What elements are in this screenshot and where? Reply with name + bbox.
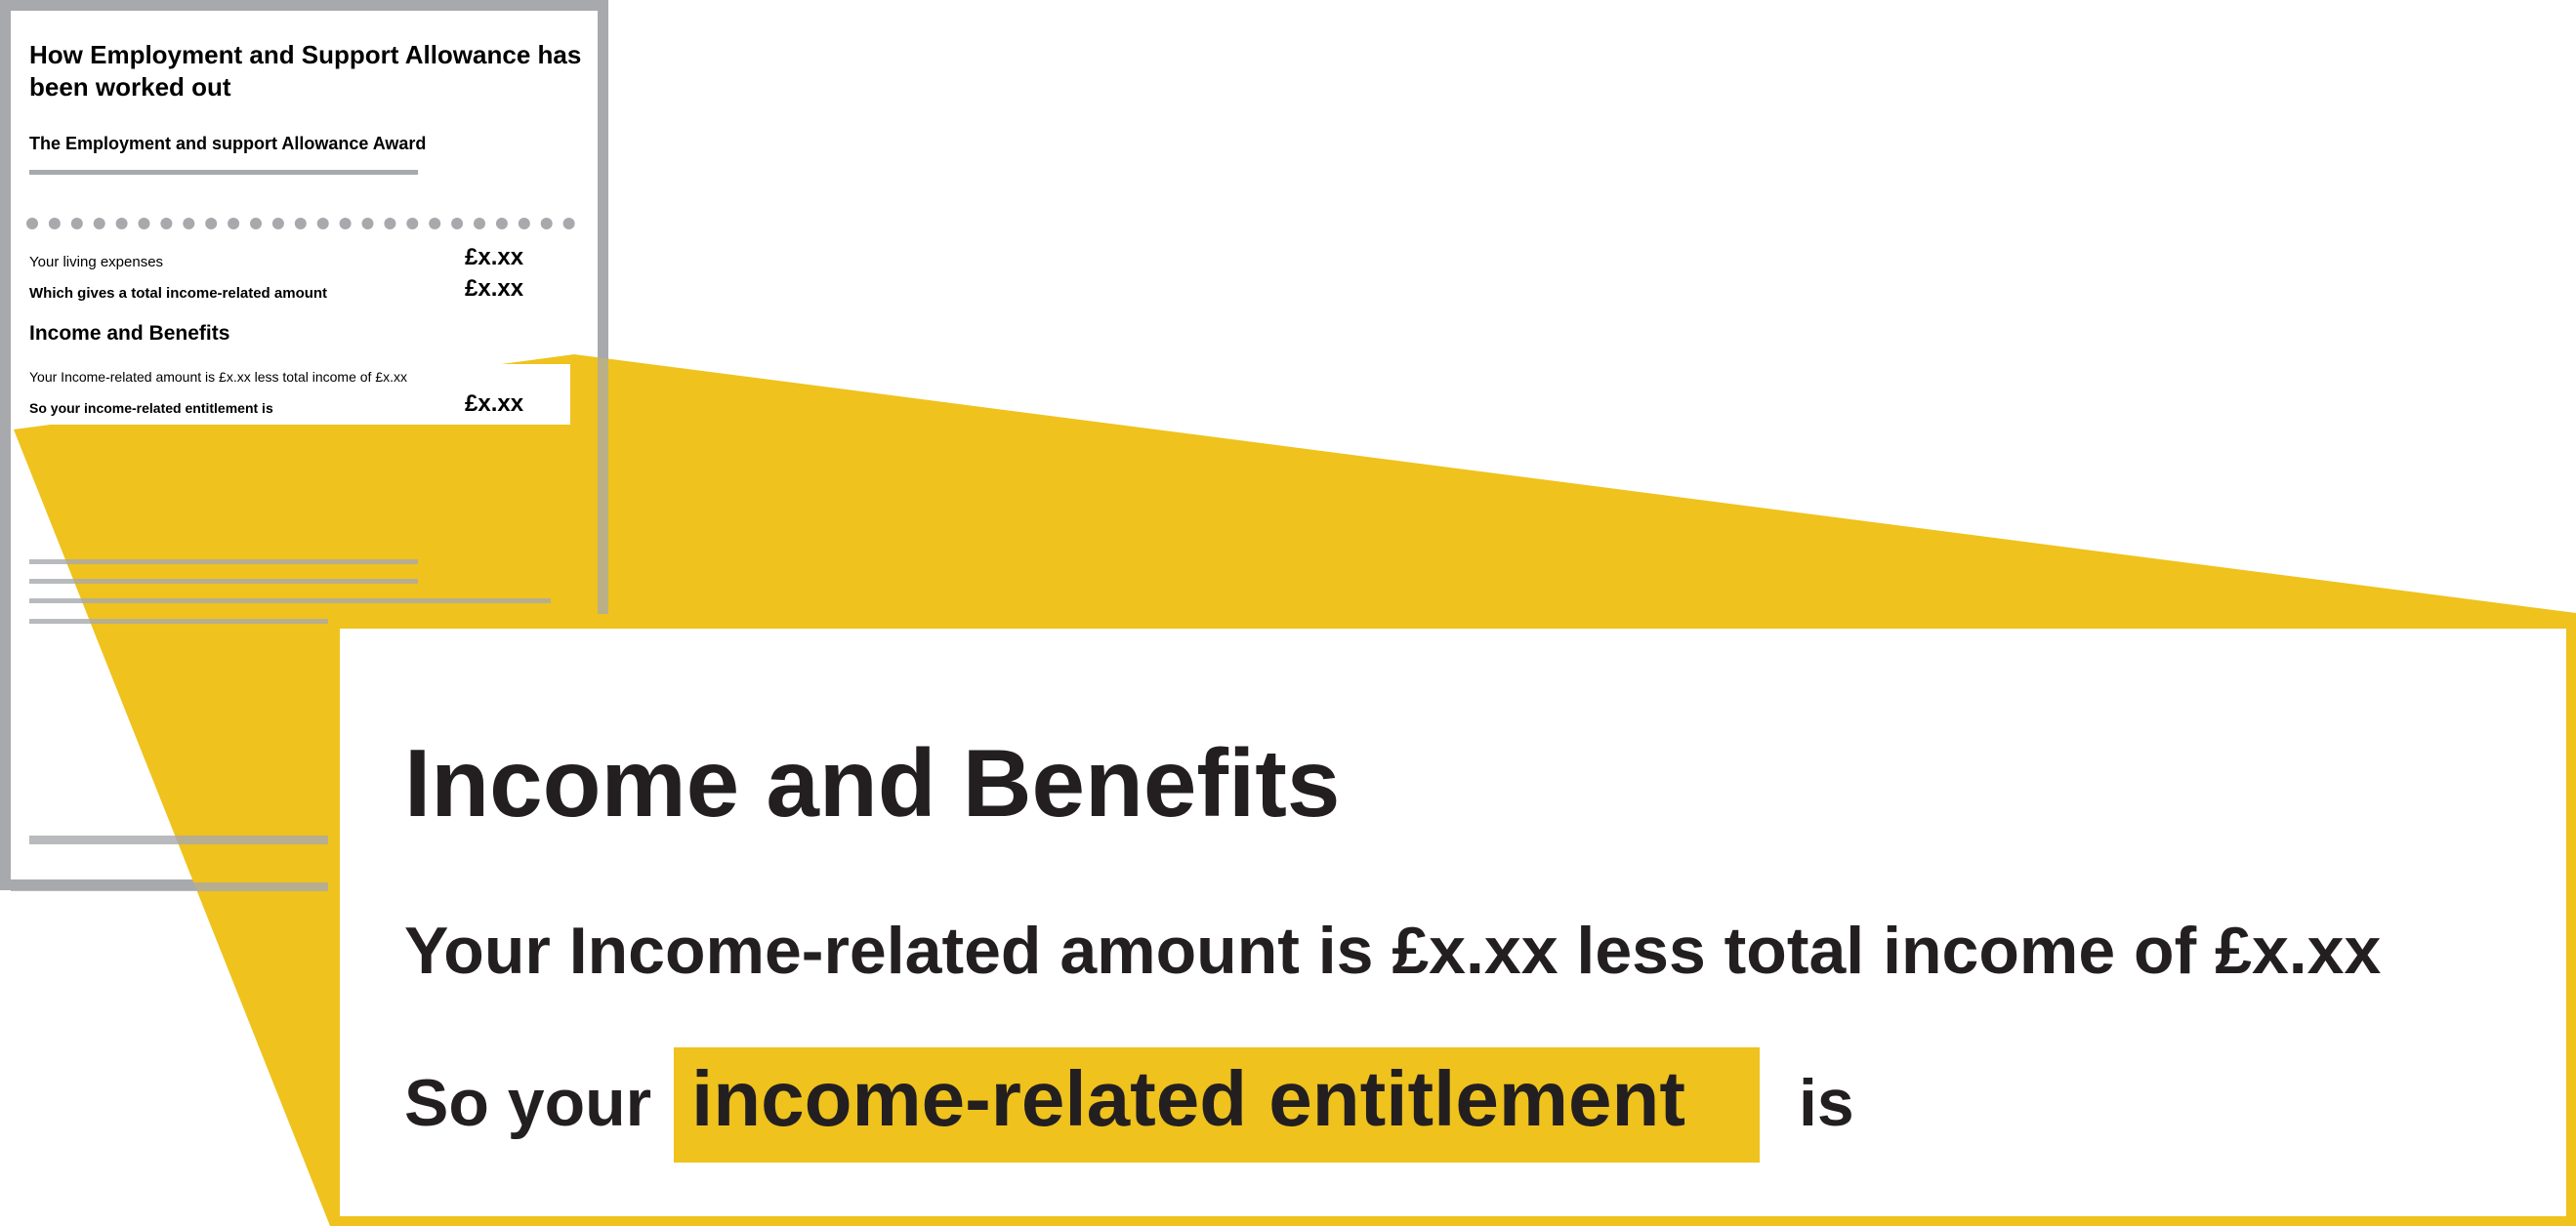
filler-line-6 — [11, 882, 328, 891]
entitlement-highlight-text: income-related entitlement — [691, 1055, 1686, 1142]
letter-highlight-row-1: Your Income-related amount is £x.xx less… — [29, 369, 407, 385]
filler-line-5 — [29, 836, 328, 844]
separator-dot — [183, 218, 195, 229]
letter-subtitle: The Employment and support Allowance Awa… — [29, 134, 427, 153]
callout-heading: Income and Benefits — [404, 729, 1341, 837]
filler-line-3 — [29, 598, 551, 603]
separator-dot — [294, 218, 307, 229]
separator-dot — [115, 218, 128, 229]
separator-dot — [451, 218, 464, 229]
filler-line-1 — [29, 559, 418, 564]
separator-dot — [495, 218, 508, 229]
separator-dot — [474, 218, 485, 229]
letter-highlight-row-2-label: So your income-related entitlement is — [29, 400, 273, 416]
callout-line-2-prefix: So your — [404, 1066, 652, 1140]
separator-dot — [406, 218, 419, 229]
separator-dot — [384, 218, 396, 229]
dotted-separator — [26, 218, 575, 229]
letter-highlight-row-2-amount: £x.xx — [465, 390, 524, 417]
separator-dot — [271, 218, 284, 229]
callout-line-1: Your Income-related amount is £x.xx less… — [404, 914, 2382, 988]
separator-dot — [93, 218, 105, 229]
filler-line-2 — [29, 579, 418, 584]
callout-line-2-suffix: is — [1799, 1066, 1854, 1140]
separator-dot — [205, 218, 218, 229]
total-income-related-label: Which gives a total income-related amoun… — [29, 285, 328, 302]
separator-dot — [160, 218, 173, 229]
total-income-related-amount: £x.xx — [465, 275, 524, 302]
letter-title: How Employment and Support Allowance has… — [29, 40, 582, 102]
separator-dot — [138, 218, 150, 229]
living-expenses-label: Your living expenses — [29, 254, 164, 270]
separator-dot — [518, 218, 530, 229]
living-expenses-amount: £x.xx — [465, 244, 524, 270]
separator-dot — [250, 218, 262, 229]
separator-dot — [540, 218, 553, 229]
separator-dot — [339, 218, 352, 229]
letter-section-heading: Income and Benefits — [29, 322, 230, 345]
separator-dot — [361, 218, 374, 229]
subtitle-underline — [29, 170, 418, 175]
separator-dot — [429, 218, 441, 229]
entitlement-highlight — [674, 1047, 1760, 1163]
letter-highlight-box — [25, 364, 570, 425]
separator-dot — [70, 218, 83, 229]
filler-line-4 — [29, 619, 328, 624]
separator-dot — [26, 218, 38, 229]
separator-dot — [316, 218, 329, 229]
separator-dot — [48, 218, 61, 229]
separator-dot — [562, 218, 575, 229]
separator-dot — [228, 218, 240, 229]
frame-right-edge-overlay — [598, 354, 608, 614]
